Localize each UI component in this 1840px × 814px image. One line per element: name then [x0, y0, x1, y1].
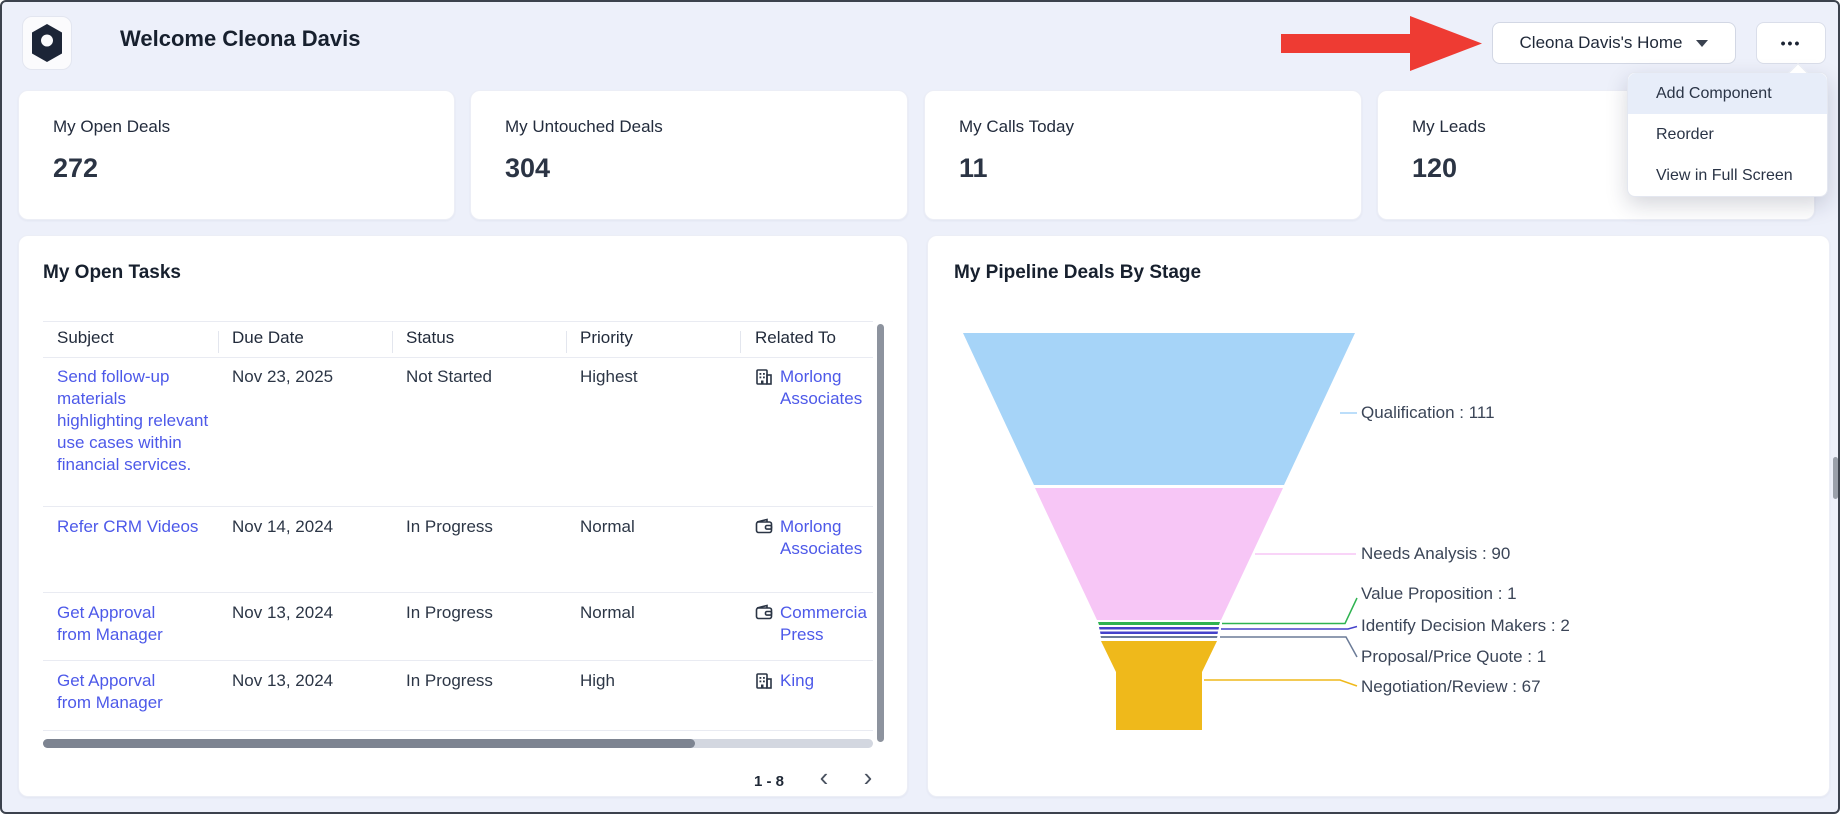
- related-to-link[interactable]: King: [780, 671, 815, 690]
- row-divider: [43, 660, 873, 661]
- chevron-right-icon: ›: [863, 761, 873, 792]
- task-status: Not Started: [406, 367, 492, 386]
- task-due-date: Nov 14, 2024: [232, 517, 334, 536]
- leader-proposal-price-quote: [1220, 636, 1358, 658]
- task-due-date: Nov 13, 2024: [232, 671, 334, 690]
- related-to-link[interactable]: Morlong Associates: [780, 517, 863, 558]
- pipeline-funnel-panel: My Pipeline Deals By Stage Qualification…: [927, 235, 1830, 797]
- leader-negotiation-review: [1204, 679, 1358, 687]
- next-page-button[interactable]: ›: [855, 762, 881, 792]
- funnel-stage-proposal-price-quote[interactable]: [1100, 636, 1218, 638]
- funnel-chart[interactable]: [928, 236, 1830, 797]
- leader-identify-decision-makers: [1221, 625, 1358, 630]
- funnel-stage-negotiation-review[interactable]: [1101, 641, 1217, 730]
- col-header-related-to[interactable]: Related To: [755, 328, 836, 347]
- kpi-card-untouched-deals: My Untouched Deals 304: [470, 90, 908, 220]
- kpi-value: 120: [1412, 153, 1458, 183]
- wallet-icon: [755, 518, 773, 534]
- kpi-card-open-deals: My Open Deals 272: [18, 90, 455, 220]
- funnel-label-negotiation-review: Negotiation/Review : 67: [1361, 677, 1541, 696]
- col-header-subject[interactable]: Subject: [57, 328, 114, 347]
- funnel-stage-value-proposition[interactable]: [1098, 622, 1220, 625]
- funnel-stage-identify-decision-makers[interactable]: [1100, 631, 1218, 635]
- building-icon: [756, 369, 772, 385]
- kpi-value: 11: [959, 153, 988, 183]
- task-related-to: Commercial Press: [755, 602, 867, 646]
- wallet-icon: [755, 604, 773, 620]
- row-divider: [43, 730, 873, 731]
- task-subject-link[interactable]: Send follow-up materials highlighting re…: [57, 367, 209, 474]
- leader-value-proposition: [1222, 597, 1358, 625]
- building-icon: [756, 673, 772, 689]
- task-subject-link[interactable]: Get Apporval from Manager: [57, 671, 163, 712]
- kpi-label: My Untouched Deals: [505, 117, 663, 136]
- hexagon-logo-icon: [32, 24, 62, 62]
- table-border: [43, 321, 873, 322]
- options-dropdown-menu: Add Component Reorder View in Full Scree…: [1627, 63, 1828, 197]
- menu-item-view-full-screen[interactable]: View in Full Screen: [1656, 166, 1793, 184]
- kpi-card-calls-today: My Calls Today 11: [924, 90, 1362, 220]
- column-divider: [740, 331, 741, 353]
- related-to-link[interactable]: Morlong Associates: [780, 367, 863, 408]
- funnel-stage-needs-analysis[interactable]: [1035, 488, 1283, 620]
- page-title: Welcome Cleona Davis: [120, 26, 361, 51]
- task-due-date: Nov 23, 2025: [232, 367, 334, 386]
- row-divider: [43, 506, 873, 507]
- task-priority: Highest: [580, 367, 638, 386]
- funnel-panel-title: My Pipeline Deals By Stage: [954, 262, 1202, 283]
- col-header-status[interactable]: Status: [406, 328, 455, 347]
- home-selector-label: Cleona Davis's Home: [1519, 33, 1683, 52]
- chevron-down-icon: [1696, 39, 1709, 47]
- tasks-panel-title: My Open Tasks: [43, 262, 181, 283]
- kpi-value: 272: [53, 153, 99, 183]
- pagination-range: 1 - 8: [753, 773, 784, 790]
- column-divider: [566, 331, 567, 353]
- related-to-link[interactable]: Commercial Press: [780, 603, 867, 644]
- task-priority: Normal: [580, 603, 635, 622]
- task-related-to: Morlong Associates: [755, 516, 875, 560]
- task-status: In Progress: [406, 671, 493, 690]
- more-options-button[interactable]: •••: [1756, 22, 1826, 64]
- column-divider: [218, 331, 219, 353]
- kpi-label: My Calls Today: [959, 117, 1074, 136]
- row-divider: [43, 592, 873, 593]
- horizontal-scrollbar-thumb[interactable]: [43, 739, 695, 748]
- task-subject-link[interactable]: Refer CRM Videos: [57, 517, 199, 536]
- task-priority: Normal: [580, 517, 635, 536]
- menu-item-add-component[interactable]: Add Component: [1628, 73, 1827, 114]
- funnel-label-value-proposition: Value Proposition : 1: [1361, 584, 1517, 603]
- funnel-stage-identify-decision-makers[interactable]: [1099, 627, 1219, 630]
- funnel-stage-qualification[interactable]: [963, 333, 1355, 485]
- task-related-to: King: [755, 670, 875, 692]
- task-subject-link[interactable]: Get Approval from Manager: [57, 603, 163, 644]
- home-selector-button[interactable]: Cleona Davis's Home: [1492, 22, 1736, 64]
- kpi-value: 304: [505, 153, 551, 183]
- column-divider: [392, 331, 393, 353]
- page-scrollbar-thumb[interactable]: [1833, 457, 1838, 499]
- col-header-priority[interactable]: Priority: [580, 328, 633, 347]
- menu-item-reorder[interactable]: Reorder: [1656, 125, 1714, 143]
- red-annotation-arrow-icon: [1281, 16, 1482, 71]
- table-horizontal-scrollbar[interactable]: [43, 739, 873, 748]
- table-vertical-scrollbar[interactable]: [877, 324, 884, 742]
- task-status: In Progress: [406, 603, 493, 622]
- kpi-label: My Leads: [1412, 117, 1486, 136]
- kpi-label: My Open Deals: [53, 117, 171, 136]
- task-due-date: Nov 13, 2024: [232, 603, 334, 622]
- app-logo[interactable]: [22, 16, 72, 70]
- table-border: [43, 357, 873, 358]
- task-related-to: Morlong Associates: [755, 366, 875, 410]
- funnel-label-qualification: Qualification : 111: [1361, 403, 1495, 422]
- funnel-label-identify-decision-makers: Identify Decision Makers : 2: [1361, 616, 1570, 635]
- more-options-icon: •••: [1780, 35, 1802, 51]
- prev-page-button[interactable]: ‹: [811, 762, 837, 792]
- funnel-label-proposal-price-quote: Proposal/Price Quote : 1: [1361, 647, 1547, 666]
- chevron-left-icon: ‹: [819, 761, 829, 792]
- col-header-due-date[interactable]: Due Date: [232, 328, 304, 347]
- open-tasks-panel: My Open Tasks Subject Due Date Status Pr…: [18, 235, 908, 797]
- task-status: In Progress: [406, 517, 493, 536]
- funnel-label-needs-analysis: Needs Analysis : 90: [1361, 544, 1511, 563]
- task-priority: High: [580, 671, 615, 690]
